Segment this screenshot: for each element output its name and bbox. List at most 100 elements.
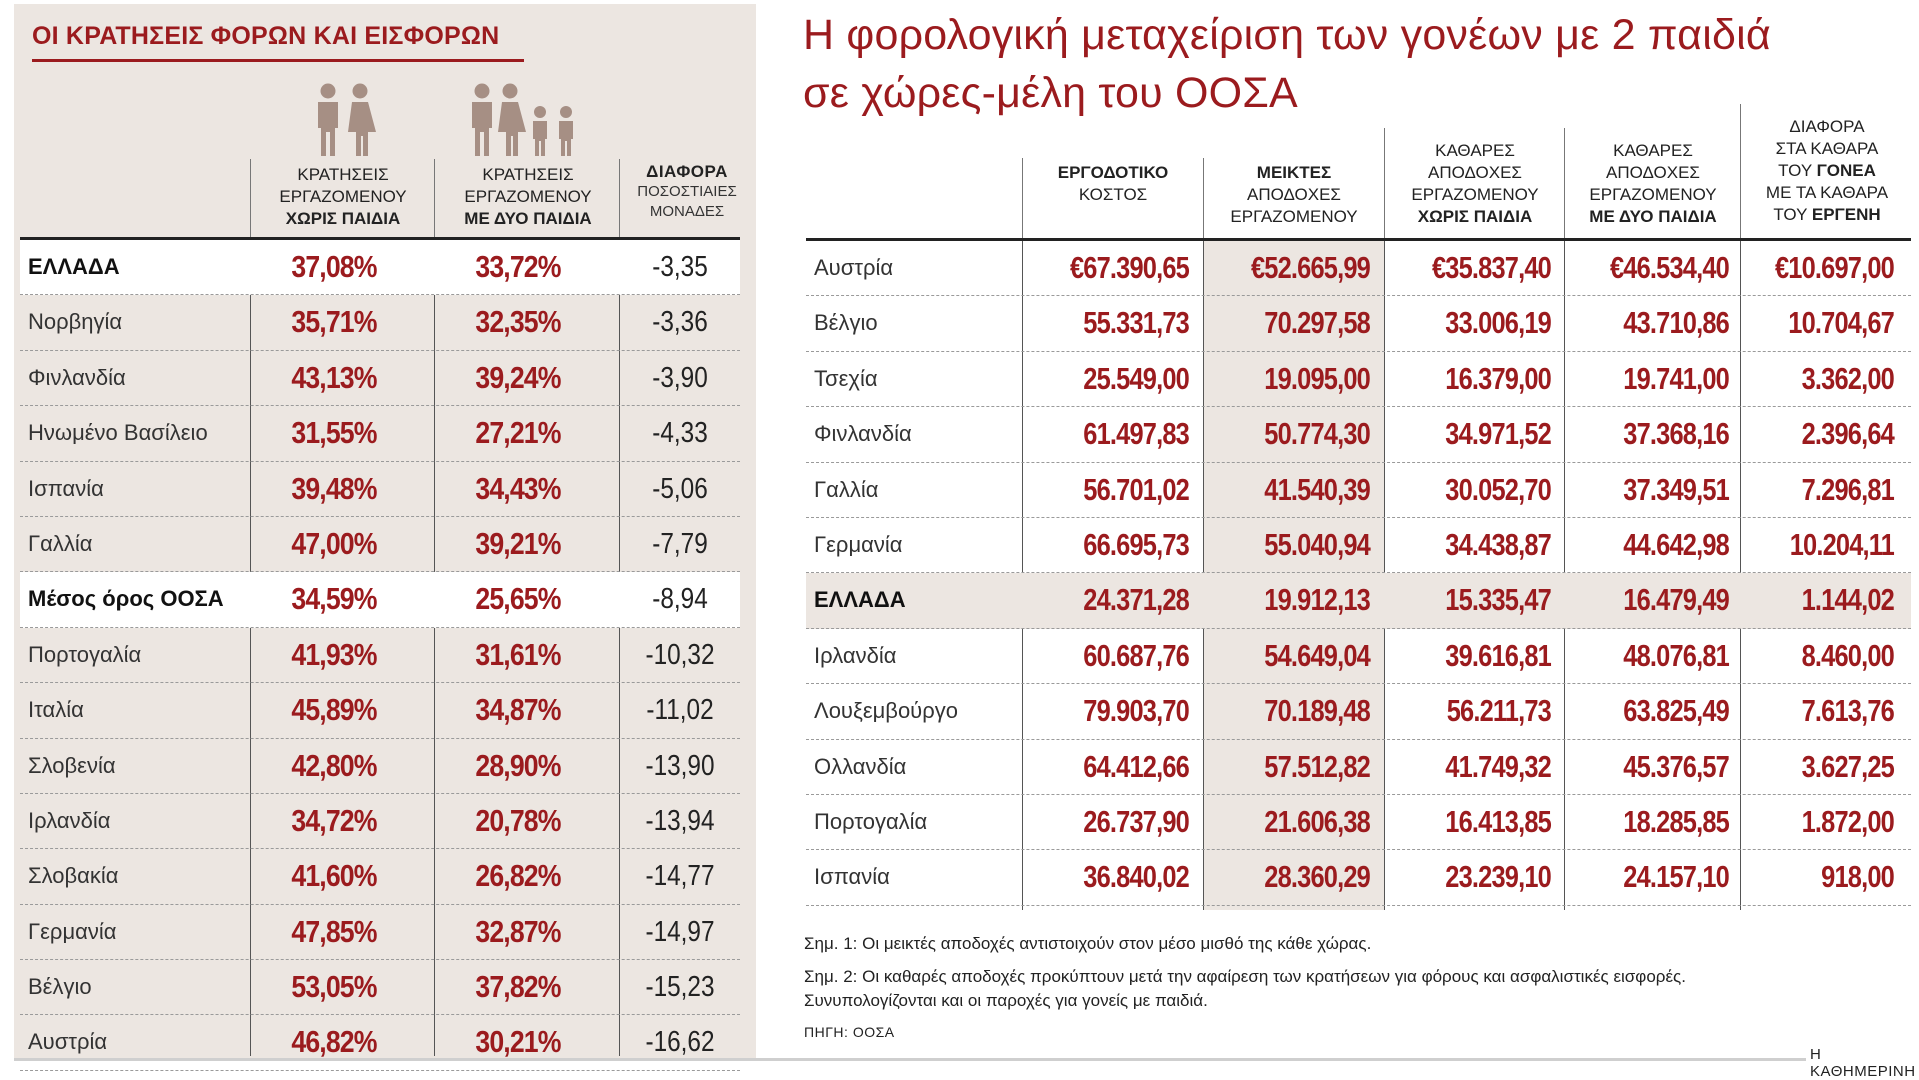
- table-row: Νορβηγία 35,71% 32,35% -3,36: [20, 295, 740, 351]
- without-children-cell: 45,89%: [291, 692, 377, 728]
- employer-cost-cell: 25.549,00: [1083, 360, 1190, 396]
- difference-cell: -15,23: [645, 971, 715, 1004]
- bottom-rule: [14, 1058, 1904, 1061]
- header-line-bold: ΜΕΙΚΤΕΣ: [1256, 163, 1332, 182]
- employer-cost-cell: 24.371,28: [1083, 582, 1190, 618]
- net-with-two-children-cell: €46.534,40: [1609, 250, 1730, 285]
- left-panel: ΟΙ ΚΡΑΤΗΣΕΙΣ ΦΟΡΩΝ ΚΑΙ ΕΙΣΦΟΡΩΝ ΚΡΑΤΗΣΕΙ…: [14, 4, 756, 1058]
- country-cell: Αυστρία: [28, 1029, 108, 1055]
- net-with-two-children-cell: 37.349,51: [1623, 471, 1730, 507]
- header-difference: ΔΙΑΦΟΡΑ ΠΟΣΟΣΤΙΑΙΕΣ ΜΟΝΑΔΕΣ: [622, 162, 752, 222]
- net-without-children-cell: 15.335,47: [1445, 582, 1552, 618]
- employer-cost-cell: 26.737,90: [1083, 803, 1190, 839]
- right-title-line: σε χώρες-μέλη του ΟΟΣΑ: [803, 69, 1298, 117]
- net-without-children-cell: 39.616,81: [1445, 637, 1552, 673]
- left-table: ΕΛΛΑΔΑ 37,08% 33,72% -3,35 Νορβηγία 35,71% 32,…: [20, 237, 740, 1071]
- net-with-two-children-cell: 24.157,10: [1623, 859, 1730, 895]
- net-without-children-cell: 56.211,73: [1446, 693, 1552, 729]
- gross-salary-cell: 70.297,58: [1264, 305, 1371, 341]
- country-cell: Σλοβακία: [28, 863, 119, 889]
- with-children-cell: 34,87%: [475, 692, 561, 728]
- country-cell: Φινλανδία: [28, 364, 126, 390]
- without-children-cell: 39,48%: [291, 470, 377, 506]
- net-with-two-children-cell: 37.368,16: [1623, 416, 1730, 452]
- gross-salary-cell: 50.774,30: [1264, 416, 1371, 452]
- employer-cost-cell: 36.840,02: [1083, 859, 1190, 895]
- header-line: ΚΑΘΑΡΕΣ: [1613, 141, 1693, 160]
- net-difference-cell: 2.396,64: [1801, 416, 1895, 452]
- table-row: ΕΛΛΑΔΑ 37,08% 33,72% -3,35: [20, 237, 740, 296]
- header-line: ΜΟΝΑΔΕΣ: [649, 203, 725, 220]
- note-2: Σημ. 2: Οι καθαρές αποδοχές προκύπτουν μ…: [804, 965, 1686, 1013]
- with-children-cell: 37,82%: [475, 969, 561, 1005]
- source-label: ΠΗΓΗ: ΟΟΣΑ: [804, 1024, 895, 1040]
- country-cell: Γαλλία: [28, 530, 93, 556]
- left-column-divider: [250, 240, 251, 1056]
- net-difference-cell: 10.204,11: [1789, 526, 1895, 562]
- without-children-cell: 53,05%: [291, 969, 377, 1005]
- net-with-two-children-cell: 63.825,49: [1623, 693, 1730, 729]
- right-title: Η φορολογική μεταχείριση των γονέων με 2…: [803, 6, 1903, 122]
- header-text: ΤΟΥ: [1778, 161, 1817, 180]
- table-row: Ισπανία 36.840,02 28.360,29 23.239,10 24.157…: [806, 850, 1911, 906]
- net-with-two-children-cell: 44.642,98: [1623, 526, 1730, 562]
- header-net-difference: ΔΙΑΦΟΡΑ ΣΤΑ ΚΑΘΑΡΑ ΤΟΥ ΓΟΝΕΑ ΜΕ ΤΑ ΚΑΘΑΡ…: [1742, 116, 1912, 226]
- employer-cost-cell: €67.390,65: [1069, 250, 1190, 285]
- without-children-cell: 43,13%: [291, 359, 377, 395]
- gross-salary-cell: 55.040,94: [1264, 526, 1371, 562]
- with-children-cell: 27,21%: [475, 415, 561, 451]
- header-line-bold: ΕΡΓΟΔΟΤΙΚΟ: [1057, 163, 1169, 182]
- employer-cost-cell: 61.497,83: [1083, 416, 1190, 452]
- country-cell: Αυστρία: [814, 255, 894, 280]
- table-row: Πορτογαλία 41,93% 31,61% -10,32: [20, 628, 740, 684]
- net-difference-cell: 8.460,00: [1801, 637, 1895, 673]
- employer-cost-cell: 56.701,02: [1083, 471, 1190, 507]
- net-difference-cell: €10.697,00: [1774, 250, 1895, 285]
- net-without-children-cell: 23.239,10: [1445, 859, 1552, 895]
- right-table: Αυστρία €67.390,65 €52.665,99 €35.837,40 €46…: [806, 238, 1911, 906]
- country-cell: Φινλανδία: [814, 421, 912, 447]
- net-with-two-children-cell: 48.076,81: [1623, 637, 1730, 673]
- gross-salary-cell: 19.912,13: [1264, 582, 1371, 618]
- header-line-bold: ΜΕ ΔΥΟ ΠΑΙΔΙΑ: [1589, 207, 1717, 226]
- without-children-cell: 37,08%: [291, 249, 377, 284]
- difference-cell: -4,33: [652, 417, 708, 450]
- header-line: ΕΡΓΑΖΟΜΕΝΟΥ: [464, 187, 592, 206]
- brand-label: Η ΚΑΘΗΜΕΡΙΝΗ: [1806, 1046, 1919, 1080]
- gross-salary-cell: €52.665,99: [1250, 250, 1371, 285]
- header-line: ΚΑΘΑΡΕΣ: [1435, 141, 1515, 160]
- difference-cell: -3,90: [652, 361, 708, 394]
- header-without-children: ΚΡΑΤΗΣΕΙΣ ΕΡΓΑΖΟΜΕΝΟΥ ΧΩΡΙΣ ΠΑΙΔΙΑ: [254, 164, 432, 230]
- note-2-line: Σημ. 2: Οι καθαρές αποδοχές προκύπτουν μ…: [804, 967, 1686, 986]
- header-line: ΑΠΟΔΟΧΕΣ: [1428, 163, 1522, 182]
- net-difference-cell: 1.144,02: [1801, 582, 1895, 618]
- table-row: Βέλγιο 55.331,73 70.297,58 33.006,19 43.710,…: [806, 296, 1911, 352]
- without-children-cell: 35,71%: [291, 304, 377, 340]
- country-cell: ΕΛΛΑΔΑ: [814, 587, 906, 613]
- table-row: Αυστρία 46,82% 30,21% -16,62: [20, 1015, 740, 1071]
- table-row: Φινλανδία 61.497,83 50.774,30 34.971,52 37.3…: [806, 407, 1911, 463]
- right-header-divider: [1564, 128, 1565, 240]
- without-children-cell: 41,60%: [291, 858, 377, 894]
- with-children-cell: 20,78%: [475, 802, 561, 838]
- header-line-bold: ΔΙΑΦΟΡΑ: [646, 162, 728, 181]
- with-children-cell: 30,21%: [475, 1024, 561, 1060]
- header-line: ΚΟΣΤΟΣ: [1078, 185, 1148, 204]
- difference-cell: -8,94: [652, 583, 708, 616]
- table-row: Ιρλανδία 34,72% 20,78% -13,94: [20, 794, 740, 850]
- table-row: Γερμανία 66.695,73 55.040,94 34.438,87 44.64…: [806, 518, 1911, 574]
- net-with-two-children-cell: 16.479,49: [1623, 582, 1730, 618]
- net-without-children-cell: 41.749,32: [1445, 748, 1552, 784]
- gross-salary-cell: 19.095,00: [1264, 360, 1371, 396]
- header-line: ΣΤΑ ΚΑΘΑΡΑ: [1775, 139, 1879, 158]
- right-title-line: Η φορολογική μεταχείριση των γονέων με 2…: [803, 11, 1771, 59]
- header-line: ΕΡΓΑΖΟΜΕΝΟΥ: [1230, 207, 1358, 226]
- country-cell: Ιρλανδία: [814, 642, 897, 668]
- header-line: ΤΟΥ ΕΡΓΕΝΗ: [1742, 204, 1912, 226]
- net-without-children-cell: 33.006,19: [1445, 305, 1552, 341]
- table-row: Αυστρία €67.390,65 €52.665,99 €35.837,40 €46…: [806, 238, 1911, 297]
- employer-cost-cell: 60.687,76: [1083, 637, 1190, 673]
- net-difference-cell: 918,00: [1821, 859, 1895, 895]
- employer-cost-cell: 79.903,70: [1083, 693, 1190, 729]
- net-without-children-cell: 34.971,52: [1445, 416, 1552, 452]
